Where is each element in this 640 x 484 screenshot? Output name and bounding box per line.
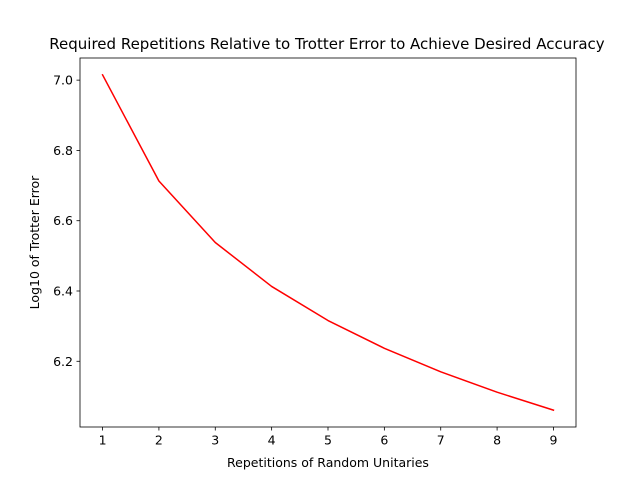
chart-title: Required Repetitions Relative to Trotter… bbox=[49, 35, 605, 53]
x-tick-label: 6 bbox=[380, 433, 388, 448]
y-tick-label: 6.4 bbox=[53, 283, 73, 298]
x-tick-label: 1 bbox=[99, 433, 107, 448]
y-tick-label: 6.2 bbox=[53, 354, 73, 369]
x-tick-label: 3 bbox=[211, 433, 219, 448]
x-tick-label: 7 bbox=[437, 433, 445, 448]
x-axis-label: Repetitions of Random Unitaries bbox=[227, 455, 429, 470]
x-tick-label: 9 bbox=[549, 433, 557, 448]
y-tick-label: 6.8 bbox=[53, 143, 73, 158]
y-tick-label: 7.0 bbox=[53, 73, 73, 88]
x-tick-label: 8 bbox=[493, 433, 501, 448]
x-tick-label: 5 bbox=[324, 433, 332, 448]
x-tick-label: 4 bbox=[268, 433, 276, 448]
y-tick-label: 6.6 bbox=[53, 213, 73, 228]
y-axis-label: Log10 of Trotter Error bbox=[27, 175, 42, 309]
x-axis: 1 2 3 4 5 6 7 8 9 bbox=[99, 427, 558, 448]
y-axis: 6.2 6.4 6.6 6.8 7.0 bbox=[53, 73, 80, 369]
plot-area bbox=[80, 58, 576, 427]
x-tick-label: 2 bbox=[155, 433, 163, 448]
